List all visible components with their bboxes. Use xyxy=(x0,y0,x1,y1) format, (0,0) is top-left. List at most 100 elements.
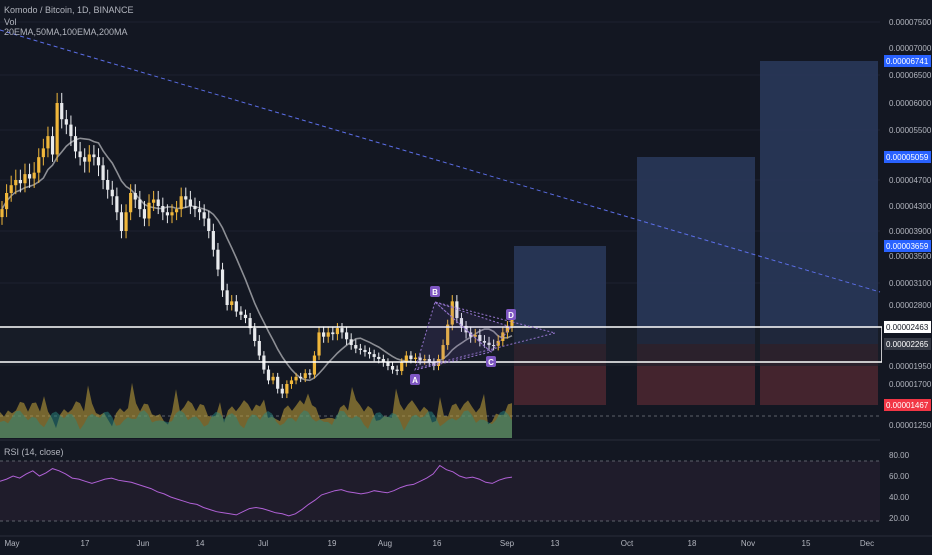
time-tick-label: 15 xyxy=(802,539,811,548)
candle-body xyxy=(138,199,142,210)
candle-body xyxy=(335,328,340,335)
price-tag-bg-target xyxy=(884,55,931,67)
time-tick-label: 17 xyxy=(81,539,90,548)
candle-body xyxy=(285,384,289,394)
candle-body xyxy=(197,209,202,213)
time-axis[interactable]: May 17 Jun 14 Jul 19 Aug 16 Sep 13 Oct 18 Nov 15 Dec xyxy=(0,535,932,548)
candle-body xyxy=(423,359,427,361)
candle-body xyxy=(110,189,114,197)
candle-body xyxy=(92,154,96,158)
candle-body xyxy=(455,301,459,319)
rsi-band xyxy=(0,461,880,521)
pattern-label-bg-c xyxy=(486,356,496,367)
candle-body xyxy=(129,193,133,213)
price-axis-bg xyxy=(882,0,932,536)
candle-body xyxy=(289,380,294,384)
price-tick-label: 0.00003900 xyxy=(889,227,932,236)
candle-body xyxy=(303,373,307,379)
time-tick-label: Dec xyxy=(860,539,874,548)
candle-body xyxy=(349,339,353,346)
price-tag-target: 0.00006741 xyxy=(886,57,929,66)
candle-body xyxy=(358,348,362,350)
candle-body xyxy=(501,332,505,341)
pattern-label-c: C xyxy=(488,358,494,367)
price-tag-bg-level xyxy=(884,321,931,333)
price-tag-bg-stop xyxy=(884,399,931,411)
price-tick-label: 0.00004300 xyxy=(889,202,932,211)
time-tick-label: Aug xyxy=(378,539,392,548)
candle-body xyxy=(473,334,477,337)
candle-body xyxy=(478,334,482,341)
candle-body xyxy=(510,314,514,326)
candle-body xyxy=(220,269,225,291)
candle-body xyxy=(124,212,128,231)
candle-body xyxy=(312,355,317,375)
candles xyxy=(0,92,514,399)
price-tag-current: 0.00002265 xyxy=(886,340,929,349)
rsi-legend[interactable]: RSI (14, close) xyxy=(4,447,64,457)
candle-body xyxy=(4,193,9,210)
candle-body xyxy=(322,332,326,337)
candle-body xyxy=(271,376,275,381)
candle-body xyxy=(18,180,22,184)
time-tick-label: Nov xyxy=(741,539,755,548)
candle-body xyxy=(354,345,358,349)
candle-body xyxy=(202,212,206,219)
symbol-title[interactable]: Komodo / Bitcoin, 1D, BINANCE xyxy=(4,5,134,15)
time-tick-label: Jul xyxy=(258,539,268,548)
rsi-tick-label: 80.00 xyxy=(889,451,910,460)
candle-body xyxy=(469,332,473,337)
candle-body xyxy=(230,301,234,305)
candle-body xyxy=(83,157,87,162)
candle-body xyxy=(482,340,487,343)
candle-body xyxy=(340,328,344,333)
target-box-3 xyxy=(760,61,878,344)
price-tick-label: 0.00003100 xyxy=(889,279,932,288)
candle-body xyxy=(87,154,91,162)
candle-body xyxy=(257,340,261,356)
price-axis[interactable]: 0.00007500 0.00007000 0.00006500 0.00006000… xyxy=(882,0,932,536)
candle-body xyxy=(377,356,381,360)
price-tick-label: 0.00007000 xyxy=(889,44,932,53)
candle-body xyxy=(193,206,197,210)
candle-body xyxy=(413,357,418,360)
candle-body xyxy=(243,314,248,319)
candle-body xyxy=(280,388,284,394)
candle-body xyxy=(234,301,238,312)
abcd-pattern[interactable]: A B C D xyxy=(410,286,556,385)
candle-body xyxy=(409,355,413,360)
candle-body xyxy=(326,332,330,337)
ma-legend[interactable]: 20EMA,50MA,100EMA,200MA xyxy=(4,27,128,37)
candle-body xyxy=(308,373,312,375)
candle-body xyxy=(492,345,496,347)
price-tick-label: 0.00006000 xyxy=(889,99,932,108)
price-tag-level: 0.00002463 xyxy=(886,323,929,332)
candle-body xyxy=(37,157,41,173)
candle-body xyxy=(390,366,395,370)
candle-body xyxy=(69,124,73,137)
candle-body xyxy=(505,325,510,333)
descending-trendline xyxy=(0,29,881,293)
candle-body xyxy=(174,209,179,213)
time-tick-label: Sep xyxy=(500,539,515,548)
rsi-tick-label: 40.00 xyxy=(889,493,910,502)
pattern-label-b: B xyxy=(432,288,438,297)
rsi-panel xyxy=(0,439,880,522)
rsi-line xyxy=(0,464,513,517)
time-tick-label: May xyxy=(4,539,19,548)
candle-body xyxy=(23,174,27,184)
candle-body xyxy=(170,212,174,216)
time-tick-label: 18 xyxy=(688,539,697,548)
volume-legend[interactable]: Vol xyxy=(4,17,17,27)
candle-body xyxy=(446,324,450,346)
candle-body xyxy=(119,212,124,231)
price-tick-label: 0.00003500 xyxy=(889,252,932,261)
candle-body xyxy=(299,376,303,379)
price-tick-label: 0.00004700 xyxy=(889,176,932,185)
candle-body xyxy=(266,369,271,381)
candle-body xyxy=(179,196,183,210)
price-tag-target: 0.00003659 xyxy=(886,242,929,251)
price-tick-label: 0.00002800 xyxy=(889,301,932,310)
